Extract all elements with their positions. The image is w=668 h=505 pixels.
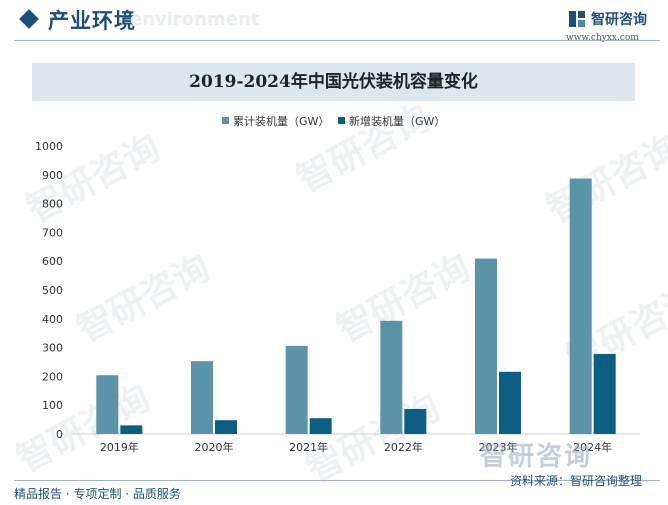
x-tick-label: 2020年 (195, 440, 234, 454)
bar-cumulative (569, 178, 592, 434)
footer-source: 资料来源：智研咨询整理 (510, 474, 643, 488)
x-tick-label: 2021年 (289, 440, 328, 454)
bar-new (593, 353, 616, 434)
x-tick-label: 2023年 (479, 440, 518, 454)
chart-title-band: 2019-2024年中国光伏装机容量变化 (32, 63, 635, 101)
brand-name: 智研咨询 (591, 12, 647, 28)
y-tick-label: 400 (42, 313, 63, 326)
y-tick-label: 300 (42, 342, 63, 355)
bar-new (404, 408, 427, 434)
legend-label-cumulative: 累计装机量（GW） (233, 115, 330, 128)
y-tick-label: 700 (42, 226, 63, 239)
y-tick-label: 500 (42, 284, 63, 297)
bar-new (309, 418, 332, 434)
y-tick-label: 200 (42, 370, 63, 383)
bar-cumulative (191, 361, 213, 434)
bar-new (499, 371, 521, 434)
chart-title: 2019-2024年中国光伏装机容量变化 (189, 72, 478, 92)
x-tick-label: 2022年 (384, 440, 423, 454)
legend-swatch-cumulative (222, 117, 229, 124)
legend-item-cumulative: 累计装机量（GW） (222, 113, 329, 129)
bar-new (215, 420, 237, 434)
x-tick-label: 2019年 (100, 440, 139, 454)
footer-slogan: 精品报告 · 专项定制 · 品质服务 (14, 487, 181, 501)
legend-swatch-new (338, 117, 345, 124)
section-title: 产业环境 (48, 9, 136, 33)
watermark-brand: 智研咨询 (480, 442, 593, 472)
legend-item-new: 新增装机量（GW） (338, 113, 445, 129)
footer-divider (14, 480, 660, 481)
bar-new (120, 425, 143, 434)
bar-cumulative (380, 320, 403, 434)
y-tick-label: 800 (42, 198, 63, 211)
y-tick-label: 1000 (35, 140, 63, 153)
header-divider (14, 40, 660, 41)
page-header: 产业环境 environment 智研咨询 www.chyxx.com (0, 0, 668, 44)
y-tick-label: 100 (42, 399, 63, 412)
y-tick-label: 900 (42, 169, 63, 182)
brand-logo-icon (569, 11, 585, 27)
x-tick-label: 2024年 (573, 440, 612, 454)
legend-label-new: 新增装机量（GW） (349, 115, 446, 128)
brand-url: www.chyxx.com (566, 33, 639, 43)
bar-cumulative (285, 345, 308, 434)
chart-legend: 累计装机量（GW） 新增装机量（GW） (0, 113, 668, 129)
y-tick-label: 0 (56, 428, 63, 441)
section-subtitle: environment (130, 9, 260, 30)
bar-cumulative (475, 258, 497, 434)
bar-cumulative (96, 375, 119, 434)
y-tick-label: 600 (42, 255, 63, 268)
